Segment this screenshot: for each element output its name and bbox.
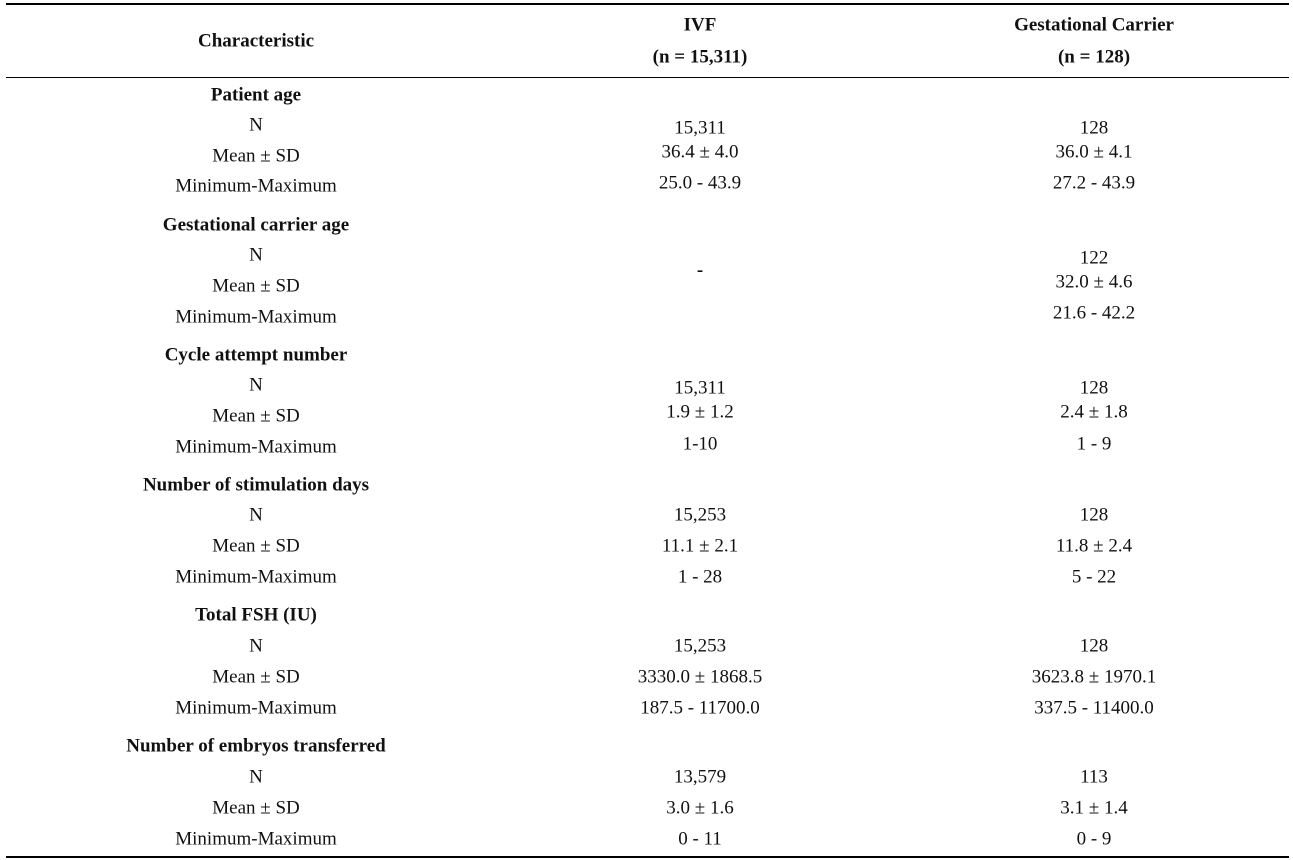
row-label: N <box>249 766 263 788</box>
row-label: Minimum-Maximum <box>175 436 337 458</box>
header-gc-title: Gestational Carrier <box>1014 14 1174 36</box>
row-label: Minimum-Maximum <box>175 828 337 850</box>
header-gc-n: (n = 128) <box>1057 46 1131 68</box>
ivf-value: 36.4 ± 4.0 <box>661 141 739 163</box>
row-label: Minimum-Maximum <box>175 566 337 588</box>
section-title: Cycle attempt number <box>164 344 348 366</box>
ivf-value: 15,311 <box>674 377 726 399</box>
row-label: Minimum-Maximum <box>175 697 337 719</box>
row-label: N <box>249 244 263 266</box>
row-label: Mean ± SD <box>212 666 300 688</box>
row-label: N <box>249 635 263 657</box>
gc-value: 122 <box>1079 247 1109 269</box>
ivf-value: 3330.0 ± 1868.5 <box>637 666 763 688</box>
row-label: N <box>249 374 263 396</box>
row-label: Mean ± SD <box>212 275 300 297</box>
ivf-value: 3.0 ± 1.6 <box>666 797 734 819</box>
row-label: Mean ± SD <box>212 797 300 819</box>
row-label: Minimum-Maximum <box>175 306 337 328</box>
ivf-value: 11.1 ± 2.1 <box>661 535 739 557</box>
ivf-value: 15,253 <box>673 504 727 526</box>
row-label: Mean ± SD <box>212 145 300 167</box>
gc-value: 1 - 9 <box>1076 433 1112 455</box>
gc-value: 337.5 - 11400.0 <box>1034 697 1154 719</box>
table-bottom-rule <box>6 856 1289 858</box>
gc-value: 128 <box>1079 377 1109 399</box>
row-label: N <box>249 114 263 136</box>
gc-value: 128 <box>1079 504 1109 526</box>
table-header-rule <box>6 77 1289 78</box>
header-ivf-title: IVF <box>683 14 717 36</box>
ivf-value: 1-10 <box>682 433 718 455</box>
section-title: Gestational carrier age <box>162 214 350 236</box>
row-label: Minimum-Maximum <box>175 175 337 197</box>
ivf-value: 1 - 28 <box>677 566 723 588</box>
row-label: N <box>249 504 263 526</box>
ivf-value: 15,311 <box>674 117 726 139</box>
table-top-rule <box>6 3 1289 5</box>
gc-value: 36.0 ± 4.1 <box>1055 141 1133 163</box>
gc-value: 113 <box>1080 766 1108 788</box>
section-title: Number of embryos transferred <box>126 735 386 757</box>
gc-value: 3623.8 ± 1970.1 <box>1031 666 1157 688</box>
gc-value: 21.6 - 42.2 <box>1052 302 1136 324</box>
section-title: Number of stimulation days <box>142 474 370 496</box>
gc-value: 3.1 ± 1.4 <box>1060 797 1128 819</box>
gc-value: 27.2 - 43.9 <box>1052 172 1136 194</box>
gc-value: 32.0 ± 4.6 <box>1055 271 1133 293</box>
header-ivf-n: (n = 15,311) <box>652 46 748 68</box>
gc-value: 5 - 22 <box>1071 566 1117 588</box>
gc-value: 11.8 ± 2.4 <box>1055 535 1133 557</box>
ivf-value: 13,579 <box>673 766 727 788</box>
gc-value: 0 - 9 <box>1076 828 1112 850</box>
ivf-value: 1.9 ± 1.2 <box>666 401 734 423</box>
header-characteristic: Characteristic <box>197 30 315 52</box>
row-label: Mean ± SD <box>212 535 300 557</box>
ivf-value: 0 - 11 <box>678 828 722 850</box>
section-title: Patient age <box>210 84 302 106</box>
row-label: Mean ± SD <box>212 405 300 427</box>
gc-value: 128 <box>1079 117 1109 139</box>
gc-value: 2.4 ± 1.8 <box>1060 401 1128 423</box>
ivf-value: 25.0 - 43.9 <box>658 172 742 194</box>
ivf-value-merged: - <box>696 259 704 281</box>
section-title: Total FSH (IU) <box>195 604 317 626</box>
gc-value: 128 <box>1079 635 1109 657</box>
ivf-value: 187.5 - 11700.0 <box>640 697 760 719</box>
ivf-value: 15,253 <box>673 635 727 657</box>
